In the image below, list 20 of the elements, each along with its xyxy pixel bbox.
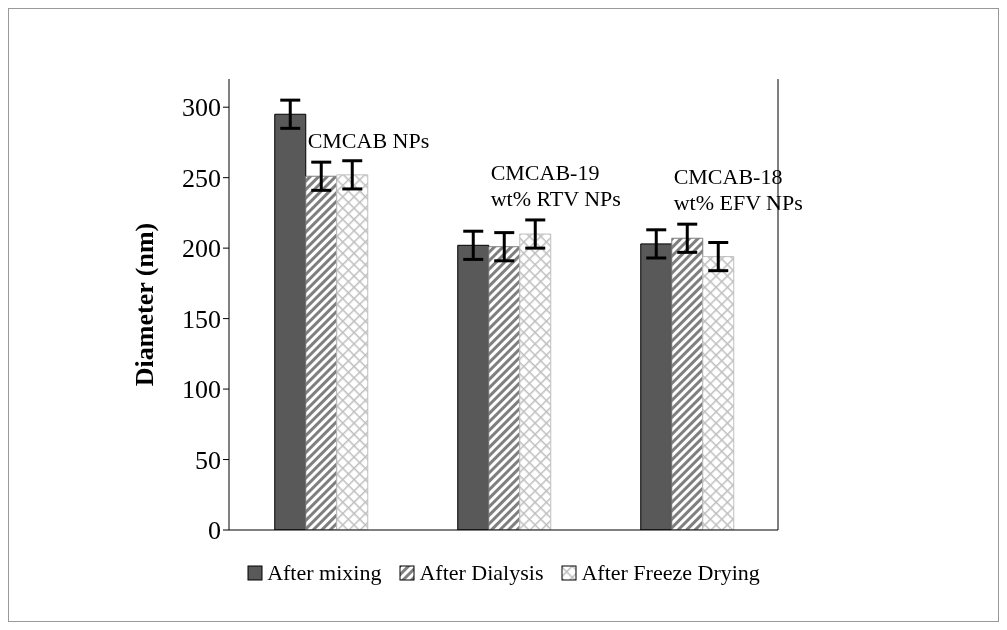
bar [702, 256, 735, 530]
bar [336, 174, 369, 530]
bar [519, 233, 552, 530]
x-tick-label: CMCAB-18 wt% EFV NPs [673, 163, 803, 215]
legend-label: After Freeze Drying [580, 560, 760, 586]
x-tick-label: CMCAB NPs [307, 128, 430, 154]
bar [305, 175, 338, 530]
legend-label: After Dialysis [418, 560, 544, 586]
y-tick-label: 200 [182, 234, 221, 264]
y-tick-label: 100 [182, 375, 221, 405]
y-axis-title: Diameter (nm) [130, 222, 160, 387]
legend-label: After mixing [266, 560, 382, 586]
x-tick-label: CMCAB-19 wt% RTV NPs [490, 159, 621, 211]
bar [671, 237, 704, 530]
y-tick-label: 250 [182, 163, 221, 193]
y-tick-label: 0 [208, 516, 221, 546]
y-tick-label: 300 [182, 93, 221, 123]
bar [488, 246, 521, 530]
y-tick-label: 150 [182, 304, 221, 334]
y-tick-label: 50 [195, 445, 221, 475]
